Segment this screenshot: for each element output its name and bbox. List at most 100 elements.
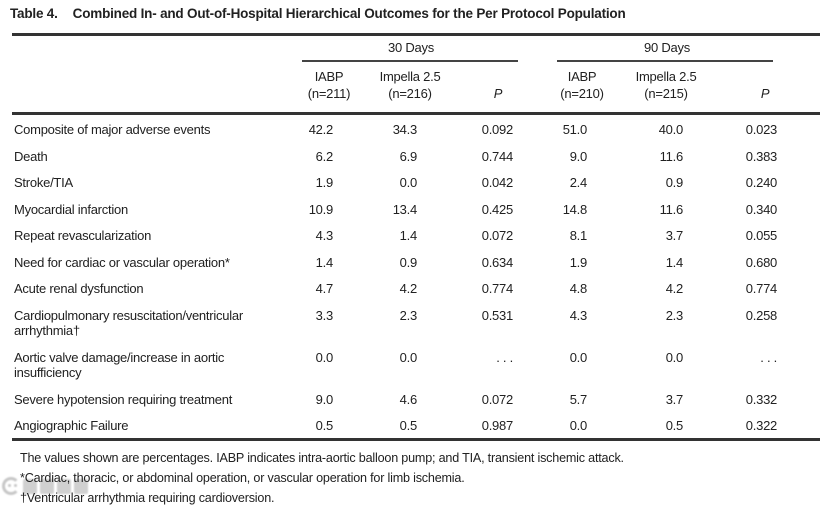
stub-cell [12, 35, 292, 63]
value-cell: 0.332 [745, 391, 778, 407]
footnote-general: The values shown are percentages. IABP i… [20, 450, 624, 465]
value-cell: 9.0 [569, 148, 588, 164]
value-cell: 1.9 [315, 175, 334, 190]
column-header-line2: (n=216) [388, 86, 432, 101]
value-cell: 0.531 [481, 307, 514, 323]
column-header-line1: Impella 2.5 [635, 69, 697, 84]
table-row: Myocardial infarction 10.9 13.4 0.425 14.8 11… [12, 195, 820, 222]
value-cell: . . . [496, 349, 514, 365]
column-header-line1: IABP [567, 69, 597, 84]
value-cell: 0.987 [481, 418, 514, 433]
value-cell: 42.2 [308, 122, 334, 137]
value-cell: 3.7 [665, 391, 684, 407]
value-cell: 0.0 [569, 418, 588, 433]
value-cell: 4.8 [569, 281, 588, 296]
value-cell: 51.0 [562, 122, 588, 137]
value-cell: 0.634 [481, 254, 514, 270]
value-cell: 4.7 [315, 281, 334, 296]
table-row: Acute renal dysfunction 4.7 4.2 0.774 4.8 4.2… [12, 274, 820, 301]
value-cell: 0.383 [745, 148, 778, 164]
table-row: Composite of major adverse events 42.2 34.… [12, 114, 820, 142]
watermark-logo-icon [2, 477, 20, 495]
value-cell: 34.3 [392, 122, 418, 137]
value-cell: 11.6 [659, 148, 684, 164]
outcome-label: Composite of major adverse events [14, 122, 211, 137]
group-90-days-cell: 90 Days [542, 35, 820, 62]
column-header: P [710, 62, 821, 115]
table-footnotes: The values shown are percentages. IABP i… [20, 448, 832, 508]
table-row: Death 6.2 6.9 0.744 9.0 11.6 0.383 [12, 142, 820, 169]
table-title: Table 4. Combined In- and Out-of-Hospital… [0, 0, 832, 22]
value-cell: 1.4 [399, 228, 418, 243]
value-cell: 4.3 [315, 228, 334, 243]
value-cell: 11.6 [659, 201, 684, 217]
value-cell: 4.6 [399, 391, 418, 407]
value-cell: 0.9 [399, 254, 418, 270]
table-row: Aortic valve damage/increase in aortic i… [12, 343, 820, 385]
value-cell: 1.9 [569, 254, 588, 270]
column-header: IABP (n=210) [542, 62, 623, 115]
value-cell: 0.425 [481, 201, 514, 217]
column-header: IABP (n=211) [292, 62, 366, 115]
column-header-line2: (n=215) [644, 86, 688, 101]
value-cell: 2.3 [665, 307, 684, 323]
value-cell: 4.3 [569, 307, 588, 323]
outcome-label: Severe hypotension requiring treatment [14, 391, 233, 407]
value-cell: 0.0 [569, 349, 588, 365]
column-header-line1: IABP [314, 69, 344, 84]
value-cell: 2.3 [399, 307, 418, 323]
column-header-line2: P [493, 86, 503, 101]
group-header-row: 30 Days 90 Days [12, 35, 820, 63]
value-cell: 0.680 [745, 254, 778, 270]
table-row: Repeat revascularization 4.3 1.4 0.072 8.1 3.… [12, 221, 820, 248]
value-cell: 0.072 [481, 391, 514, 407]
column-header: Impella 2.5 (n=215) [622, 62, 711, 115]
value-cell: 8.1 [569, 228, 588, 243]
outcome-label: Aortic valve damage/increase in aortic i… [14, 349, 225, 381]
value-cell: 0.0 [399, 175, 418, 190]
table-row: Cardiopulmonary resuscitation/ventricula… [12, 301, 820, 343]
value-cell: 0.5 [315, 418, 334, 433]
value-cell: 14.8 [562, 201, 588, 217]
outcome-label: Stroke/TIA [14, 175, 73, 190]
watermark-glyph [40, 478, 54, 494]
group-30-days-underline [302, 60, 519, 62]
outcome-label: Death [14, 148, 48, 164]
outcome-label: Acute renal dysfunction [14, 281, 144, 296]
site-watermark [2, 477, 88, 495]
value-cell: 4.2 [399, 281, 418, 296]
column-header-line2: (n=210) [560, 86, 604, 101]
outcomes-table: 30 Days 90 Days IABP (n=211) Impella 2.5 (n… [12, 33, 821, 441]
outcome-label: Angiographic Failure [14, 418, 129, 433]
value-cell: 0.072 [481, 228, 514, 243]
value-cell: 0.092 [481, 122, 514, 137]
watermark-glyph [57, 478, 71, 494]
table-number: Table 4. [10, 6, 58, 21]
value-cell: 40.0 [658, 122, 684, 137]
group-30-days-cell: 30 Days [292, 35, 542, 62]
value-cell: 0.0 [665, 349, 684, 365]
value-cell: 3.3 [315, 307, 334, 323]
value-cell: 0.5 [399, 418, 418, 433]
group-30-days-label: 30 Days [388, 40, 434, 55]
value-cell: 5.7 [569, 391, 588, 407]
value-cell: 1.4 [665, 254, 684, 270]
value-cell: 0.258 [745, 307, 778, 323]
value-cell: 9.0 [315, 391, 334, 407]
table-row: Angiographic Failure 0.5 0.5 0.987 0.0 0.5 0.3… [12, 411, 820, 439]
value-cell: 0.744 [481, 148, 514, 164]
value-cell: 0.9 [665, 175, 684, 190]
value-cell: 4.2 [665, 281, 684, 296]
column-header-line1 [454, 68, 542, 85]
value-cell: 0.240 [745, 175, 778, 190]
outcome-label: Cardiopulmonary resuscitation/ventricula… [14, 307, 243, 339]
footnote-asterisk: *Cardiac, thoracic, or abdominal operati… [20, 470, 465, 485]
value-cell: 6.2 [315, 148, 334, 164]
column-header-row: IABP (n=211) Impella 2.5 (n=216) P IABP (n=210… [12, 62, 821, 115]
watermark-glyph [23, 478, 37, 494]
column-header-line2: (n=211) [307, 86, 351, 101]
value-cell: 0.055 [745, 228, 778, 243]
value-cell: 0.0 [315, 349, 334, 365]
column-header: Impella 2.5 (n=216) [366, 62, 454, 115]
